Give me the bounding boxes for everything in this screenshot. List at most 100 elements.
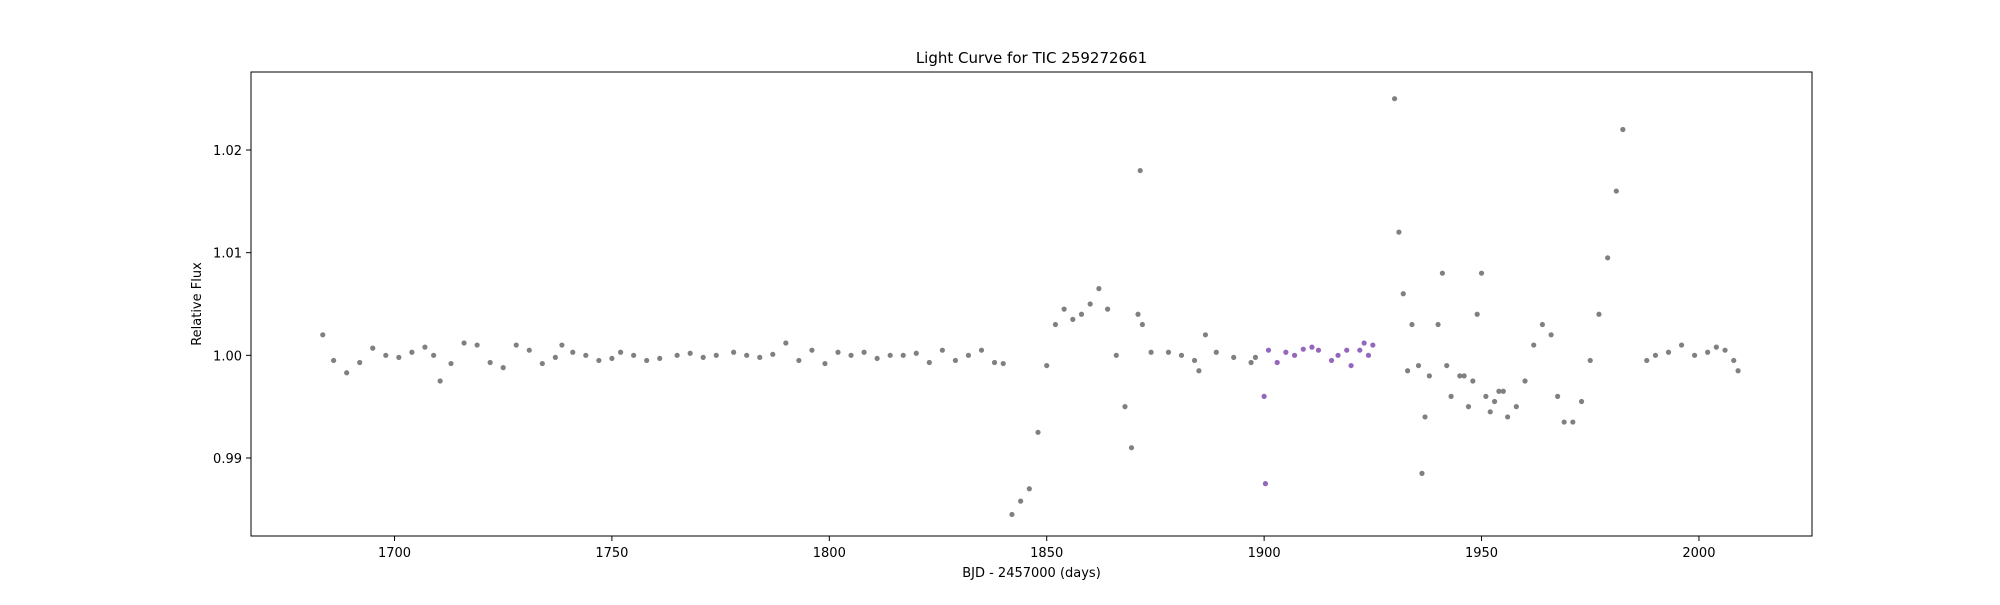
data-point	[1419, 470, 1425, 476]
data-point	[674, 352, 680, 358]
data-point	[900, 352, 906, 358]
data-point	[644, 357, 650, 364]
data-point	[1457, 373, 1463, 379]
data-point	[1052, 321, 1059, 328]
data-point	[1335, 352, 1341, 358]
data-point	[965, 352, 972, 358]
data-point	[631, 352, 637, 358]
data-point	[835, 349, 841, 355]
data-point	[1291, 352, 1298, 358]
data-point	[1435, 321, 1441, 328]
data-point	[609, 355, 615, 362]
chart-title: Light Curve for TIC 259272661	[916, 49, 1147, 67]
data-point	[431, 352, 437, 358]
data-point	[1531, 342, 1537, 348]
data-point	[713, 352, 719, 358]
data-point	[513, 342, 519, 348]
data-point	[1513, 404, 1519, 410]
data-point	[796, 357, 802, 364]
data-point	[770, 351, 776, 357]
data-point	[687, 350, 693, 356]
data-point	[1620, 126, 1626, 133]
data-point	[1357, 347, 1363, 353]
data-point	[596, 357, 602, 364]
data-point	[396, 354, 402, 360]
data-point	[1644, 357, 1650, 364]
data-point	[1496, 388, 1502, 394]
data-point	[1265, 347, 1272, 353]
data-point	[744, 352, 750, 358]
data-point	[422, 344, 428, 350]
y-tick-label: 0.99	[213, 452, 242, 467]
data-point	[809, 347, 815, 353]
data-point	[1252, 354, 1259, 360]
data-point	[1231, 354, 1237, 360]
data-point	[370, 345, 376, 351]
y-axis-ticks: 0.99 1.00 1.01 1.02	[213, 144, 251, 467]
x-tick-label: 2000	[1682, 546, 1715, 561]
x-tick-label: 1900	[1248, 546, 1281, 561]
data-point	[1202, 332, 1209, 338]
data-point	[1165, 349, 1172, 355]
data-point	[1422, 414, 1428, 420]
data-series-0	[320, 96, 1741, 518]
data-point	[1491, 398, 1498, 405]
data-point	[1262, 481, 1269, 487]
data-point	[1570, 419, 1576, 425]
data-point	[1248, 359, 1254, 366]
data-point	[1148, 349, 1154, 355]
y-tick-label: 1.00	[213, 349, 242, 364]
data-point	[887, 352, 893, 358]
data-point	[1315, 347, 1322, 353]
x-tick-label: 1950	[1465, 546, 1498, 561]
data-point	[1483, 393, 1489, 399]
data-point	[1596, 311, 1602, 317]
data-point	[1415, 362, 1422, 369]
data-point	[731, 349, 737, 355]
data-point	[1261, 393, 1267, 399]
data-point	[618, 349, 624, 355]
data-point	[1735, 368, 1741, 374]
data-point	[1713, 344, 1719, 350]
data-point	[1578, 398, 1585, 405]
data-point	[570, 349, 576, 355]
x-axis-label: BJD - 2457000 (days)	[962, 566, 1101, 581]
data-point	[1409, 321, 1415, 328]
data-point	[461, 340, 467, 346]
data-point	[1439, 270, 1445, 276]
data-point	[1396, 229, 1402, 235]
data-point	[1274, 359, 1280, 366]
data-point	[1348, 362, 1354, 369]
data-point	[357, 359, 363, 366]
plot-area	[250, 71, 1813, 537]
data-point	[1018, 498, 1024, 504]
data-point	[1061, 306, 1067, 312]
data-point	[539, 360, 545, 367]
data-point	[1135, 311, 1141, 317]
data-series-layer	[320, 96, 1741, 518]
data-point	[1370, 342, 1376, 348]
data-point	[331, 357, 337, 364]
data-point	[1139, 321, 1145, 328]
data-point	[448, 360, 454, 367]
data-point	[559, 342, 565, 348]
data-point	[1300, 346, 1306, 352]
x-tick-label: 1850	[1030, 546, 1063, 561]
x-tick-label: 1750	[595, 546, 628, 561]
data-point	[1555, 393, 1561, 399]
data-point	[1461, 373, 1467, 379]
data-point	[500, 365, 506, 371]
data-point	[1078, 311, 1085, 317]
data-point	[926, 359, 932, 366]
data-point	[1465, 404, 1472, 410]
y-tick-label: 1.01	[213, 247, 242, 262]
x-tick-label: 1800	[813, 546, 846, 561]
data-point	[1391, 96, 1398, 102]
data-point	[1344, 347, 1350, 353]
data-point	[1426, 373, 1432, 379]
data-point	[1122, 404, 1128, 410]
data-point	[583, 352, 589, 358]
data-point	[913, 350, 919, 356]
